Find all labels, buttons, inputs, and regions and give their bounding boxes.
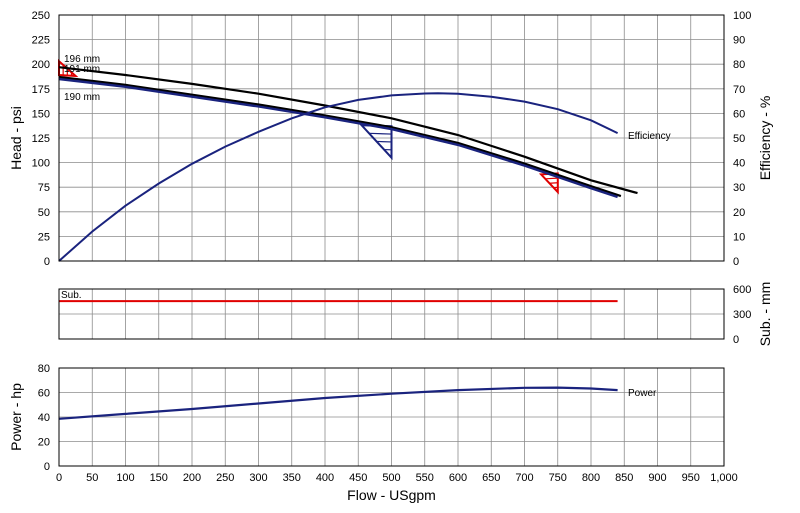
flow-tick-label: 250 [216,472,234,484]
power-series [58,386,618,420]
efficiency-tick-label: 10 [733,231,745,243]
efficiency-tick-label: 40 [733,158,745,170]
efficiency-axis-label: Efficiency - % [757,96,773,181]
flow-tick-label: 800 [582,472,600,484]
head-tick-label: 25 [38,231,50,243]
text-layer: 0255075100125150175200225250010203040506… [8,10,773,503]
curve-label-191mm: 191 mm [64,64,100,75]
head-series-191-mm [58,75,622,198]
power-tick-label: 0 [44,461,50,473]
head-tick-label: 0 [44,256,50,268]
frame-layer [58,14,725,467]
efficiency-tick-label: 0 [733,256,739,268]
flow-tick-label: 650 [482,472,500,484]
head-tick-label: 100 [32,158,50,170]
head-series-efficiency [58,92,619,262]
plot-frame-head [58,14,725,262]
flow-tick-label: 550 [416,472,434,484]
head-series-196-mm [58,66,638,195]
flow-tick-label: 900 [648,472,666,484]
power-axis-label: Power - hp [8,383,24,451]
sub-tick-label: 0 [733,334,739,346]
grid-layer [59,15,724,466]
efficiency-tick-label: 30 [733,182,745,194]
head-tick-label: 225 [32,35,50,47]
flow-axis-label: Flow - USgpm [347,487,436,503]
curve-label-sub: Sub. [61,290,82,301]
head-tick-label: 75 [38,182,50,194]
curve-label-190mm: 190 mm [64,92,100,103]
flow-tick-label: 1,000 [710,472,738,484]
curve-label-196mm: 196 mm [64,54,100,65]
power-tick-label: 80 [38,363,50,375]
flow-tick-label: 150 [150,472,168,484]
head-tick-label: 200 [32,59,50,71]
head-tick-label: 50 [38,207,50,219]
power-tick-label: 60 [38,388,50,400]
flow-tick-label: 300 [249,472,267,484]
efficiency-tick-label: 100 [733,10,751,22]
flow-tick-label: 700 [515,472,533,484]
flow-tick-label: 50 [86,472,98,484]
curve-label-efficiency: Efficiency [628,131,671,142]
flow-tick-label: 500 [382,472,400,484]
operating-marker-hatch [369,132,392,135]
efficiency-tick-label: 60 [733,108,745,120]
efficiency-tick-label: 20 [733,207,745,219]
head-tick-label: 125 [32,133,50,145]
flow-tick-label: 100 [116,472,134,484]
efficiency-tick-label: 90 [733,35,745,47]
head-tick-label: 150 [32,108,50,120]
sub-tick-label: 600 [733,284,751,296]
flow-tick-label: 450 [349,472,367,484]
efficiency-tick-label: 50 [733,133,745,145]
plot-frame-submergence [58,288,725,340]
head-tick-label: 175 [32,84,50,96]
efficiency-tick-label: 70 [733,84,745,96]
flow-tick-label: 350 [283,472,301,484]
flow-tick-label: 400 [316,472,334,484]
power-tick-label: 40 [38,412,50,424]
power-tick-label: 20 [38,437,50,449]
efficiency-tick-label: 80 [733,59,745,71]
series-layer [58,58,638,420]
head-tick-label: 250 [32,10,50,22]
flow-tick-label: 600 [449,472,467,484]
flow-tick-label: 850 [615,472,633,484]
head-axis-label: Head - psi [8,106,24,170]
flow-tick-label: 200 [183,472,201,484]
curve-label-power: Power [628,388,657,399]
flow-tick-label: 0 [56,472,62,484]
sub-axis-label: Sub. - mm [757,282,773,347]
sub-tick-label: 300 [733,309,751,321]
flow-tick-label: 750 [549,472,567,484]
plot-frame-power [58,367,725,467]
flow-tick-label: 950 [682,472,700,484]
head-series-190-mm [58,77,618,199]
operating-marker-hatch [545,177,558,180]
